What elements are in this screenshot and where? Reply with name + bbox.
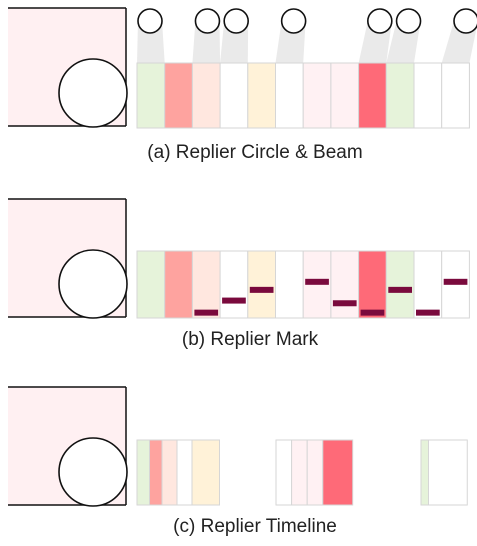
timeline-segment: [149, 439, 163, 506]
caption-panel-a: (a) Replier Circle & Beam: [147, 142, 362, 163]
caption-panel-c: (c) Replier Timeline: [173, 516, 337, 537]
strip-cell: [358, 250, 387, 319]
strip-cell: [247, 62, 277, 129]
strip-cell: [358, 62, 387, 129]
focus-circle-icon: [58, 249, 128, 319]
replier-mark: [222, 297, 246, 304]
replier-mark: [249, 286, 274, 293]
timeline-segment: [322, 439, 354, 506]
strip-cell: [219, 250, 249, 319]
timeline-segment: [291, 439, 308, 506]
panel-a-circle-beam: [8, 7, 477, 129]
replier-mark: [416, 309, 440, 316]
replier-circle-icon: [453, 8, 477, 34]
strip-cell: [164, 250, 193, 319]
strip-cell: [330, 250, 360, 319]
replier-mark: [305, 278, 329, 285]
timeline-segment: [275, 439, 293, 506]
strip-cell: [164, 62, 193, 129]
strip-cell: [136, 250, 166, 319]
strip-cell: [385, 250, 415, 319]
replier-mark: [194, 309, 219, 316]
strip-cell: [441, 62, 470, 129]
timeline-segment: [420, 439, 429, 506]
replier-mark: [332, 300, 357, 307]
replier-circle-icon: [194, 8, 221, 34]
timeline-segment: [136, 439, 150, 506]
timeline-segment: [191, 439, 220, 506]
panel-b-mark: [8, 198, 470, 319]
replier-mark: [360, 309, 385, 316]
strip-cell: [136, 62, 166, 129]
strip-cell: [247, 250, 277, 319]
strip-cell: [275, 250, 304, 319]
replier-mark: [443, 278, 468, 285]
strip-cell: [385, 62, 415, 129]
replier-circle-icon: [223, 8, 249, 34]
replier-mark: [388, 286, 412, 293]
timeline-segment: [176, 439, 193, 506]
strip-cell: [302, 62, 332, 129]
strip-cell: [413, 250, 443, 319]
strip-cell: [219, 62, 249, 129]
replier-circle-icon: [395, 8, 422, 34]
focus-circle-icon: [58, 437, 128, 507]
strip-cell: [275, 62, 304, 129]
timeline-segment: [428, 439, 468, 506]
timeline-segment: [306, 439, 324, 506]
strip-cell: [191, 62, 221, 129]
strip-cell: [413, 62, 443, 129]
strip-cell: [191, 250, 221, 319]
strip-cell: [330, 62, 360, 129]
caption-panel-b: (b) Replier Mark: [182, 329, 319, 350]
replier-circle-icon: [367, 8, 393, 34]
timeline-segment: [161, 439, 178, 506]
replier-circle-icon: [280, 8, 307, 34]
replier-circle-icon: [137, 8, 163, 34]
focus-circle-icon: [58, 58, 128, 128]
panel-c-timeline: [8, 386, 468, 507]
